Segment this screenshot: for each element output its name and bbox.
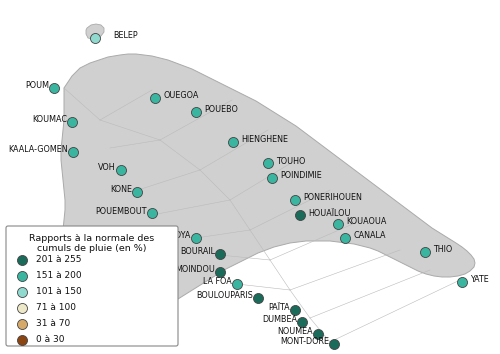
Text: POYA: POYA [170,232,191,240]
Text: THIO: THIO [433,246,452,255]
Text: TOUHO: TOUHO [276,156,306,166]
Text: BOULOUPARIS: BOULOUPARIS [196,291,253,301]
Text: 0 à 30: 0 à 30 [36,336,64,344]
Point [264,160,272,166]
Point [50,85,58,91]
Point [18,289,26,295]
Text: MONT-DORE: MONT-DORE [280,337,329,347]
Text: 151 à 200: 151 à 200 [36,272,82,280]
Text: POINDIMIE: POINDIMIE [280,171,322,181]
Point [229,139,237,145]
Point [291,307,299,313]
Point [298,319,306,325]
Point [330,341,338,347]
Text: BOURAIL: BOURAIL [180,247,215,257]
Text: BELEP: BELEP [113,32,138,40]
Point [18,257,26,263]
Text: OUEGOA: OUEGOA [163,91,198,101]
Text: Rapports à la normale des
cumuls de pluie (en %): Rapports à la normale des cumuls de plui… [30,234,154,253]
Text: KONE: KONE [110,185,132,194]
Point [133,189,141,195]
Text: PONERIHOUEN: PONERIHOUEN [303,194,362,202]
Point [69,149,77,155]
Text: YATE: YATE [470,275,489,285]
Point [458,279,466,285]
Text: 71 à 100: 71 à 100 [36,303,76,313]
Point [91,35,99,41]
Point [334,221,342,227]
Point [341,235,349,241]
Text: KOUAOUA: KOUAOUA [346,217,387,227]
Point [18,273,26,279]
Text: KOUMAC: KOUMAC [32,115,67,125]
Text: KAALA-GOMEN: KAALA-GOMEN [8,145,68,154]
Text: POUEBO: POUEBO [204,105,238,114]
Point [18,321,26,327]
Polygon shape [61,54,475,318]
Point [216,269,224,275]
Polygon shape [86,24,104,39]
Point [314,331,322,337]
Point [192,109,200,115]
Text: 31 à 70: 31 à 70 [36,320,70,329]
Text: MOINDOU: MOINDOU [175,266,215,274]
Text: HIENGHENE: HIENGHENE [241,136,288,144]
Text: 201 à 255: 201 à 255 [36,256,82,264]
Text: CANALA: CANALA [353,232,386,240]
Text: POUEMBOUT: POUEMBOUT [96,206,147,216]
FancyBboxPatch shape [6,226,178,346]
Point [18,305,26,311]
Text: PAÏTA: PAÏTA [268,303,290,313]
Point [421,249,429,255]
Point [296,212,304,218]
Text: VOH: VOH [98,164,116,172]
Point [148,210,156,216]
Point [268,175,276,181]
Point [151,95,159,101]
Point [216,251,224,257]
Point [68,119,76,125]
Text: DUMBEA: DUMBEA [262,315,297,325]
Point [233,281,241,287]
Point [291,197,299,203]
Text: NOUMEA: NOUMEA [278,327,313,337]
Point [192,235,200,241]
Point [18,337,26,343]
Text: POUM: POUM [25,81,49,91]
Text: HOUAÏLOU: HOUAÏLOU [308,209,350,217]
Point [254,295,262,301]
Text: LA FOA: LA FOA [203,278,232,286]
Text: 101 à 150: 101 à 150 [36,287,82,297]
Point [117,167,125,173]
